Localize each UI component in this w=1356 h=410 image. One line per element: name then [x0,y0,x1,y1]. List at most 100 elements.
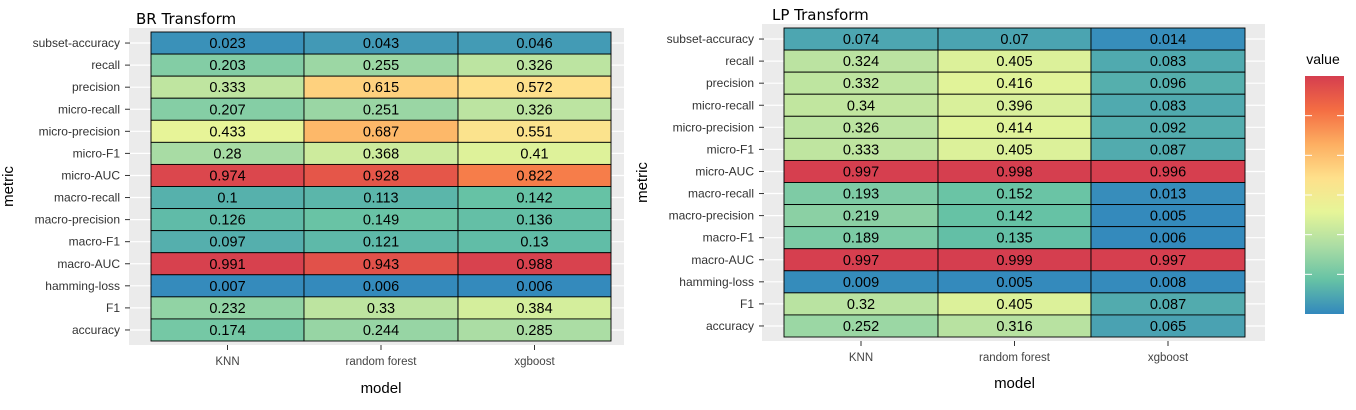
lp-cell-value-label: 0.998 [996,164,1032,180]
br-cell-value-label: 0.174 [209,323,245,339]
lp-cell-value-label: 0.34 [847,98,875,114]
lp-y-tick-label: subset-accuracy [667,32,754,46]
lp-cell-value-label: 0.396 [996,98,1032,114]
lp-y-tick-label: recall [725,54,754,68]
lp-x-tick-label: random forest [979,352,1051,364]
br-cell-value-label: 0.991 [209,257,245,273]
br-y-tick-label: micro-recall [58,102,120,116]
lp-cell-value-label: 0.414 [996,120,1032,136]
lp-y-axis-title: metric [634,162,651,203]
lp-cell-value-label: 0.087 [1150,142,1186,158]
lp-y-tick-label: micro-precision [673,120,754,134]
br-x-tick-label: KNN [215,356,239,368]
br-y-tick-label: recall [91,58,120,72]
br-cell-value-label: 0.615 [363,80,399,96]
lp-cell-value-label: 0.326 [843,120,879,136]
br-cell-value-label: 0.368 [363,146,399,162]
br-y-tick-label: macro-recall [54,191,120,205]
lp-y-tick-label: macro-recall [688,187,754,201]
br-cell-value-label: 0.1 [217,191,237,207]
br-cell-value-label: 0.006 [363,279,399,295]
lp-cell-value-label: 0.092 [1150,120,1186,136]
br-cell-value-label: 0.33 [367,301,395,317]
br-cell-value-label: 0.974 [209,168,245,184]
br-y-tick-label: F1 [106,301,120,315]
br-cell-value-label: 0.023 [209,36,245,52]
br-y-tick-label: micro-precision [39,124,120,138]
lp-cell-value-label: 0.405 [996,142,1032,158]
br-cell-value-label: 0.097 [209,235,245,251]
br-y-tick-label: hamming-loss [45,279,120,293]
br-cell-value-label: 0.232 [209,301,245,317]
br-cell-value-label: 0.384 [516,301,552,317]
br-heatmap-cell [457,318,612,342]
lp-x-tick-label: xgboost [1148,352,1189,364]
br-cell-value-label: 0.572 [516,80,552,96]
lp-cell-value-label: 0.006 [1150,231,1186,247]
br-y-tick-label: macro-AUC [57,257,120,271]
br-cell-value-label: 0.255 [363,58,399,74]
lp-chart-title: LP Transform [772,6,869,24]
lp-y-tick-label: hamming-loss [679,275,754,289]
br-cell-value-label: 0.326 [516,58,552,74]
br-cell-value-label: 0.285 [516,323,552,339]
lp-cell-value-label: 0.997 [843,253,879,269]
lp-cell-value-label: 0.219 [843,209,879,225]
lp-cell-value-label: 0.152 [996,187,1032,203]
br-cell-value-label: 0.121 [363,235,399,251]
lp-cell-value-label: 0.996 [1150,164,1186,180]
lp-y-tick-label: micro-F1 [707,142,755,156]
br-y-tick-label: micro-F1 [73,146,121,160]
lp-cell-value-label: 0.997 [1150,253,1186,269]
lp-cell-value-label: 0.333 [843,142,879,158]
br-cell-value-label: 0.142 [516,191,552,207]
lp-cell-value-label: 0.999 [996,253,1032,269]
br-cell-value-label: 0.687 [363,124,399,140]
br-cell-value-label: 0.433 [209,124,245,140]
lp-cell-value-label: 0.083 [1150,54,1186,70]
br-cell-value-label: 0.046 [516,36,552,52]
br-x-tick-label: random forest [346,356,418,368]
lp-cell-value-label: 0.096 [1150,76,1186,92]
lp-y-tick-label: micro-recall [692,98,754,112]
lp-y-tick-label: F1 [740,297,754,311]
br-y-tick-label: precision [72,80,120,94]
br-y-tick-label: subset-accuracy [33,36,120,50]
br-cell-value-label: 0.113 [363,191,398,207]
br-cell-value-label: 0.207 [209,102,245,118]
br-cell-value-label: 0.988 [516,257,552,273]
br-y-tick-label: macro-F1 [69,235,121,249]
lp-cell-value-label: 0.013 [1150,187,1186,203]
br-cell-value-label: 0.551 [516,124,552,140]
br-cell-value-label: 0.149 [363,213,399,229]
br-cell-value-label: 0.928 [363,168,399,184]
lp-cell-value-label: 0.07 [1000,32,1028,48]
lp-cell-value-label: 0.416 [996,76,1032,92]
lp-cell-value-label: 0.005 [1150,209,1186,225]
lp-y-tick-label: micro-AUC [695,164,754,178]
br-cell-value-label: 0.333 [209,80,245,96]
lp-y-tick-label: macro-precision [669,209,754,223]
br-y-axis-title: metric [0,166,17,207]
legend-title: value [1306,51,1340,67]
lp-y-tick-label: accuracy [706,319,754,333]
br-y-tick-label: macro-precision [35,213,120,227]
lp-x-axis-title: model [994,375,1035,392]
br-y-tick-label: accuracy [72,323,120,337]
br-y-tick-label: micro-AUC [61,168,120,182]
br-cell-value-label: 0.203 [209,58,245,74]
lp-cell-value-label: 0.014 [1150,32,1186,48]
br-cell-value-label: 0.13 [520,235,548,251]
br-x-axis-title: model [361,380,402,397]
br-cell-value-label: 0.043 [363,36,399,52]
br-cell-value-label: 0.007 [209,279,245,295]
lp-y-tick-label: macro-F1 [703,231,755,245]
lp-y-tick-label: precision [706,76,754,90]
lp-cell-value-label: 0.332 [843,76,879,92]
lp-cell-value-label: 0.193 [843,187,879,203]
lp-cell-value-label: 0.005 [996,275,1032,291]
br-chart-title: BR Transform [136,10,236,28]
lp-cell-value-label: 0.405 [996,297,1032,313]
lp-cell-value-label: 0.32 [847,297,875,313]
br-cell-value-label: 0.006 [516,279,552,295]
